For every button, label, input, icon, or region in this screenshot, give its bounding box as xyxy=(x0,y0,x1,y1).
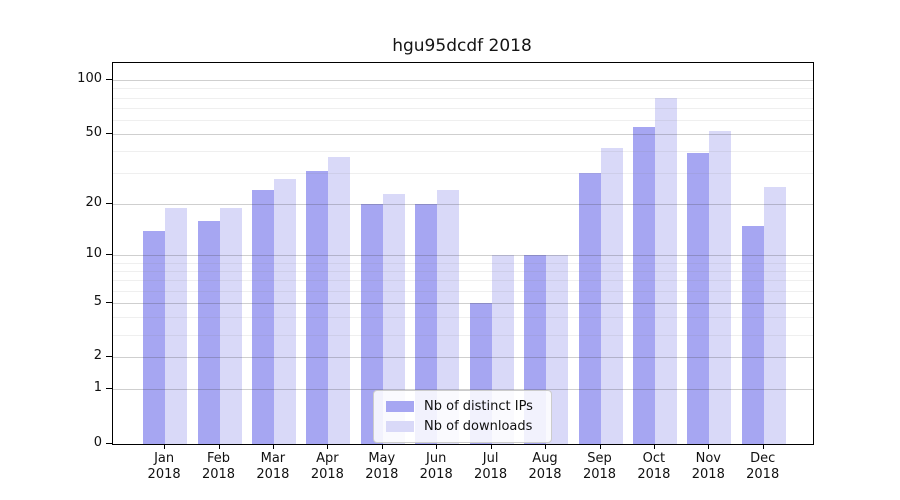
bar-downloads-may xyxy=(382,193,405,444)
bar-distinct-ips-jan xyxy=(143,230,166,444)
major-gridline-1 xyxy=(113,389,813,391)
bar-distinct-ips-dec xyxy=(741,225,764,444)
bar-downloads-apr xyxy=(328,157,351,444)
x-tick-apr xyxy=(327,444,329,449)
legend-swatch-downloads xyxy=(386,421,414,432)
x-tick-label-mar: Mar 2018 xyxy=(256,451,290,482)
legend: Nb of distinct IPs Nb of downloads xyxy=(373,390,552,443)
major-gridline-5 xyxy=(113,302,813,304)
x-tick-mar xyxy=(272,444,274,449)
y-tick-5 xyxy=(106,301,112,303)
x-tick-label-aug: Aug 2018 xyxy=(528,451,562,482)
minor-gridline-4 xyxy=(113,317,813,319)
y-tick-label-100: 100 xyxy=(77,71,102,87)
plot-area: Nb of distinct IPs Nb of downloads xyxy=(112,62,814,445)
x-tick-label-feb: Feb 2018 xyxy=(201,451,236,482)
x-tick-dec xyxy=(762,444,764,449)
x-tick-label-oct: Oct 2018 xyxy=(637,451,671,482)
bar-downloads-feb xyxy=(219,207,242,444)
major-gridline-2 xyxy=(113,357,813,359)
y-tick-10 xyxy=(106,254,112,255)
bar-distinct-ips-may xyxy=(360,204,383,444)
x-tick-label-dec: Dec 2018 xyxy=(746,451,780,482)
legend-item-distinct-ips: Nb of distinct IPs xyxy=(386,399,533,414)
minor-gridline-70 xyxy=(113,108,813,109)
y-tick-100 xyxy=(106,79,112,81)
y-tick-50 xyxy=(106,133,112,135)
x-tick-jun xyxy=(436,444,438,449)
legend-label-downloads: Nb of downloads xyxy=(424,419,533,434)
y-tick-label-10: 10 xyxy=(85,246,102,261)
bar-downloads-nov xyxy=(709,131,732,444)
legend-swatch-distinct-ips xyxy=(386,401,414,412)
x-tick-may xyxy=(381,444,383,449)
x-tick-jul xyxy=(490,444,492,449)
bar-downloads-mar xyxy=(273,178,296,444)
y-tick-label-20: 20 xyxy=(85,195,102,210)
y-tick-label-1: 1 xyxy=(93,380,102,396)
x-tick-oct xyxy=(653,444,655,449)
major-gridline-10 xyxy=(113,255,813,256)
legend-item-downloads: Nb of downloads xyxy=(386,419,533,434)
x-tick-label-may: May 2018 xyxy=(365,451,399,482)
minor-gridline-6 xyxy=(113,290,813,292)
bar-distinct-ips-feb xyxy=(197,220,220,444)
y-tick-label-2: 2 xyxy=(93,348,102,364)
y-tick-1 xyxy=(106,388,112,390)
bar-downloads-jun xyxy=(437,190,460,444)
x-tick-jan xyxy=(164,444,166,449)
y-tick-2 xyxy=(106,356,112,358)
minor-gridline-90 xyxy=(113,88,813,90)
minor-gridline-40 xyxy=(113,151,813,153)
major-gridline-20 xyxy=(113,204,813,205)
minor-gridline-80 xyxy=(113,97,813,99)
x-tick-label-jul: Jul 2018 xyxy=(474,451,508,482)
bar-distinct-ips-apr xyxy=(306,170,329,444)
x-tick-label-apr: Apr 2018 xyxy=(310,451,344,482)
minor-gridline-7 xyxy=(113,280,813,282)
bar-distinct-ips-mar xyxy=(251,190,274,444)
bar-distinct-ips-sep xyxy=(578,173,601,444)
bar-downloads-jan xyxy=(165,207,188,444)
x-tick-label-nov: Nov 2018 xyxy=(691,451,725,482)
minor-gridline-3 xyxy=(113,334,813,336)
bar-distinct-ips-jun xyxy=(415,204,438,444)
bar-downloads-oct xyxy=(654,97,677,444)
minor-gridline-60 xyxy=(113,120,813,121)
legend-label-distinct-ips: Nb of distinct IPs xyxy=(424,399,533,414)
minor-gridline-8 xyxy=(113,270,813,272)
x-tick-aug xyxy=(545,444,546,449)
bar-downloads-dec xyxy=(763,187,786,444)
y-tick-label-0: 0 xyxy=(93,435,102,450)
y-tick-0 xyxy=(106,443,112,444)
x-tick-label-jun: Jun 2018 xyxy=(419,451,453,482)
minor-gridline-30 xyxy=(113,173,813,175)
bar-distinct-ips-oct xyxy=(632,126,655,444)
y-tick-label-5: 5 xyxy=(93,293,102,309)
x-tick-label-jan: Jan 2018 xyxy=(147,451,181,482)
x-tick-nov xyxy=(708,444,710,449)
x-tick-feb xyxy=(218,444,220,449)
x-tick-label-sep: Sep 2018 xyxy=(582,451,617,482)
minor-gridline-9 xyxy=(113,262,813,264)
bar-distinct-ips-nov xyxy=(687,153,710,444)
chart-title: hgu95dcdf 2018 xyxy=(392,36,532,56)
y-tick-20 xyxy=(106,203,112,204)
major-gridline-50 xyxy=(113,134,813,136)
bar-downloads-sep xyxy=(600,147,623,444)
x-tick-sep xyxy=(599,444,601,449)
major-gridline-100 xyxy=(113,80,813,82)
y-tick-label-50: 50 xyxy=(85,125,102,141)
